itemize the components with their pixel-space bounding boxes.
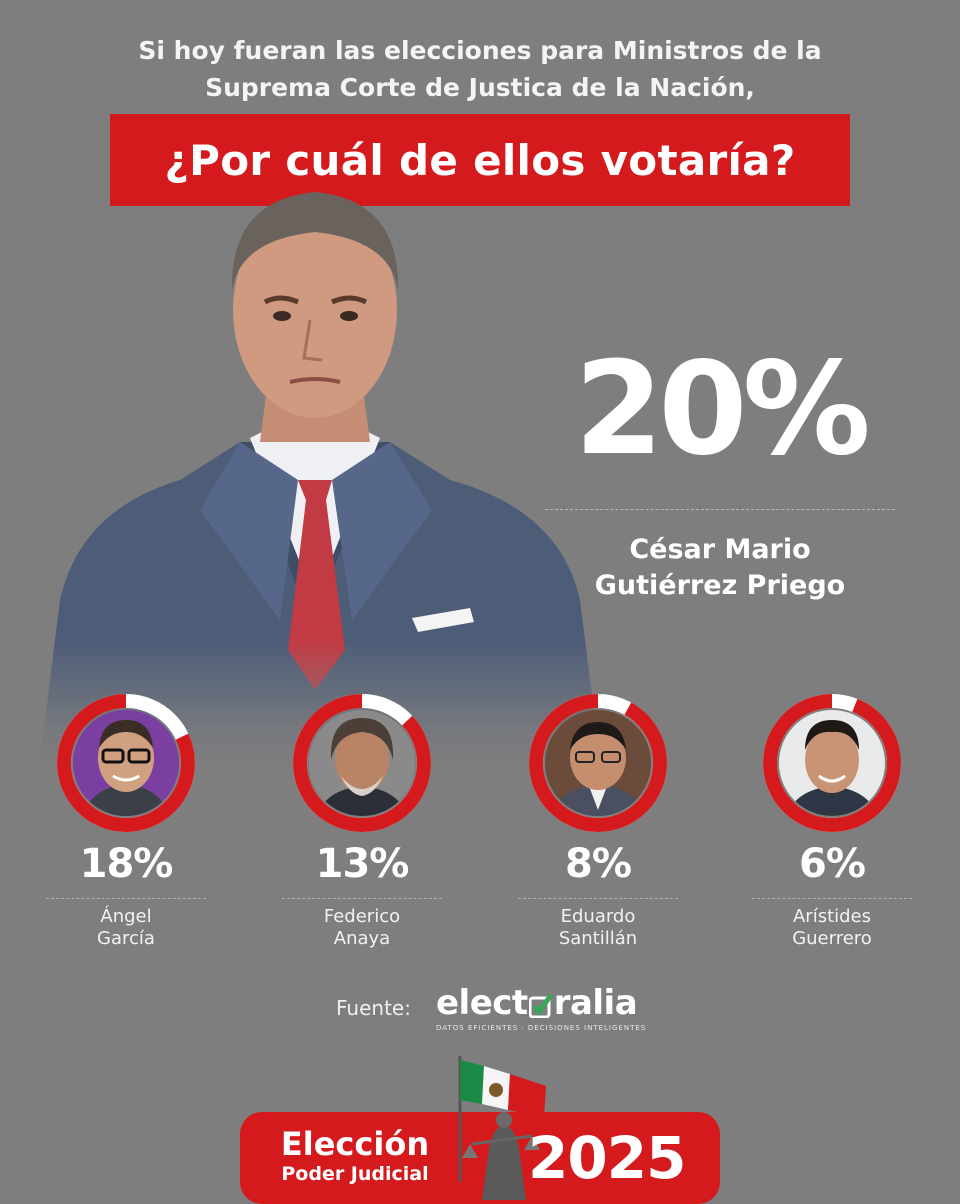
candidate-first-name: Eduardo	[560, 906, 636, 927]
share-ring	[763, 694, 901, 832]
candidate-card: 18% Ángel García	[8, 692, 244, 972]
share-ring	[57, 694, 195, 832]
logo-text-start: elect	[436, 983, 528, 1023]
election-banner	[240, 1112, 720, 1204]
share-ring	[529, 694, 667, 832]
lead-name-line-1: César Mario	[629, 534, 811, 565]
candidate-name: Arístides Guerrero	[714, 906, 950, 950]
candidate-ring	[761, 692, 903, 834]
candidate-first-name: Arístides	[792, 906, 872, 927]
question-banner: ¿Por cuál de ellos votaría?	[110, 114, 850, 206]
candidate-last-name: Guerrero	[792, 928, 872, 949]
candidate-divider	[752, 898, 912, 899]
candidate-percentage: 18%	[79, 841, 174, 887]
lead-candidate-name: César Mario Gutiérrez Priego	[545, 532, 895, 604]
logo-wordmark: elect ralia	[436, 984, 646, 1022]
election-title: Elección	[280, 1125, 430, 1163]
intro-line-2: Suprema Corte de Justica de la Nación,	[205, 73, 755, 102]
candidate-last-name: Anaya	[333, 928, 391, 949]
intro-line-1: Si hoy fueran las elecciones para Minist…	[138, 36, 822, 65]
candidate-name: Eduardo Santillán	[480, 906, 716, 950]
mexico-flag-icon	[460, 1060, 546, 1118]
intro-text: Si hoy fueran las elecciones para Minist…	[0, 32, 960, 106]
question-text: ¿Por cuál de ellos votaría?	[164, 135, 796, 185]
logo-tagline: DATOS EFICIENTES · DECISIONES INTELIGENT…	[436, 1024, 647, 1032]
candidate-last-name: Santillán	[558, 928, 638, 949]
candidate-first-name: Federico	[323, 906, 401, 927]
candidate-card: 13% Federico Anaya	[244, 692, 480, 972]
candidate-name: Federico Anaya	[244, 906, 480, 950]
source-label: Fuente:	[336, 996, 411, 1020]
candidate-card: 6% Arístides Guerrero	[714, 692, 950, 972]
share-ring	[293, 694, 431, 832]
candidate-last-name: García	[97, 928, 155, 949]
lead-divider	[545, 509, 895, 510]
candidate-first-name: Ángel	[100, 906, 152, 927]
candidate-percentage: 6%	[799, 841, 866, 887]
election-subtitle: Poder Judicial	[281, 1163, 429, 1185]
election-year: 2025	[528, 1124, 686, 1192]
candidate-percentage: 13%	[315, 841, 410, 887]
candidate-photo	[73, 710, 179, 816]
candidate-ring	[527, 692, 669, 834]
candidate-card: 8% Eduardo Santillán	[480, 692, 716, 972]
candidate-divider	[518, 898, 678, 899]
candidate-photo	[779, 710, 885, 816]
candidate-divider	[46, 898, 206, 899]
candidate-ring	[291, 692, 433, 834]
electoralia-logo: elect ralia DATOS EFICIENTES · DECISIONES…	[436, 984, 646, 1032]
checkmark-icon	[528, 993, 553, 1019]
candidate-name: Ángel García	[8, 906, 244, 950]
justice-statue-icon	[458, 1056, 546, 1200]
candidate-percentage: 8%	[565, 841, 632, 887]
logo-text-end: ralia	[553, 983, 638, 1023]
lead-percentage: 20%	[574, 335, 870, 484]
candidate-photo	[545, 710, 651, 816]
lead-name-line-2: Gutiérrez Priego	[594, 570, 846, 601]
candidate-ring	[55, 692, 197, 834]
candidate-photo	[309, 710, 415, 816]
lead-candidate-portrait	[40, 192, 600, 760]
candidate-divider	[282, 898, 442, 899]
